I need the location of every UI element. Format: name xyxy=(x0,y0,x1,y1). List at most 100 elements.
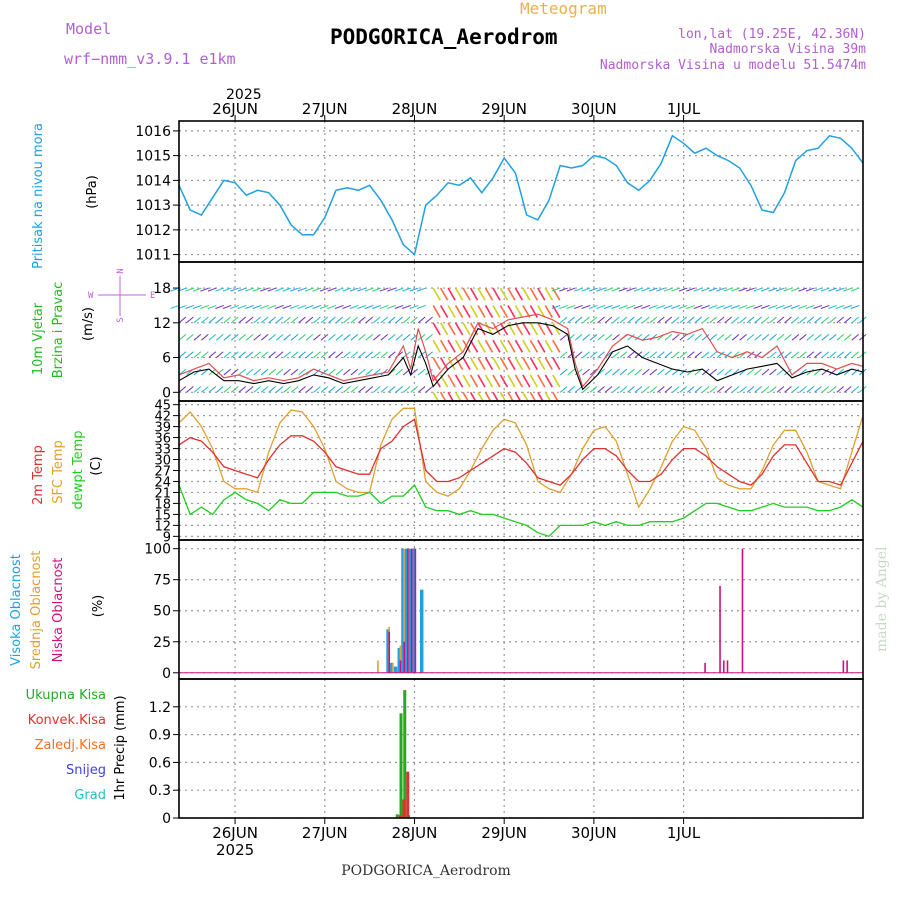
wind-barb xyxy=(612,316,620,324)
wind-barb xyxy=(313,334,321,341)
wind-barb xyxy=(253,334,261,341)
wind-barb xyxy=(723,287,733,292)
wind-barb xyxy=(806,386,815,393)
wind-barb xyxy=(776,334,785,341)
wind-barb xyxy=(529,357,539,371)
wind-barb xyxy=(304,287,314,292)
wind-barb xyxy=(627,334,635,341)
wind-barb xyxy=(724,316,732,324)
wind-barb xyxy=(499,374,509,388)
wind-barb xyxy=(814,368,822,376)
precip-plot-area xyxy=(179,679,863,818)
wind-barb xyxy=(462,357,471,371)
wind-barb xyxy=(775,304,785,309)
day-label-bottom: 28JUN xyxy=(392,824,438,842)
compass-south: S xyxy=(116,317,126,322)
2m-temp-line xyxy=(178,418,864,486)
legend-frozen-rain: Zaledj.Kisa xyxy=(35,738,106,753)
cloud-high-ylabel: Visoka Oblacnost xyxy=(9,554,24,666)
wind-barb xyxy=(477,374,486,388)
wind-barb xyxy=(799,316,807,324)
y-tick-label: 30 xyxy=(154,454,171,469)
wind-barb xyxy=(245,316,254,324)
wind-barb xyxy=(387,304,396,309)
wind-barb xyxy=(186,334,194,341)
wind-barb xyxy=(544,374,553,388)
wind-barb xyxy=(634,386,643,393)
wind-barb xyxy=(544,305,553,318)
wind-barb xyxy=(559,334,568,341)
wind-barb xyxy=(320,334,329,341)
wind-barb xyxy=(664,368,673,376)
cloud-bar-srednja-oblacnost xyxy=(377,660,379,673)
model-name: wrf−nmm_v3.9.1 e1km xyxy=(64,50,236,68)
wind-barb xyxy=(193,386,202,393)
wind-barb xyxy=(201,334,209,341)
wind-barb xyxy=(223,334,232,341)
wind-barb xyxy=(522,339,531,353)
wind-barb xyxy=(372,287,382,292)
model-label: Model xyxy=(66,20,111,38)
wind-barb xyxy=(328,334,336,341)
wind-barb xyxy=(289,287,299,292)
wind-barb xyxy=(829,386,837,393)
wind-barb xyxy=(335,368,344,376)
wind-barb xyxy=(207,304,217,309)
wind-barb xyxy=(290,368,299,376)
wind-barb xyxy=(806,316,815,324)
model-elevation-label: Nadmorska Visina u modelu 51.5474m xyxy=(600,58,866,73)
wind-barb xyxy=(784,386,792,393)
wind-barb xyxy=(739,334,747,341)
wind-barb xyxy=(402,386,411,393)
wind-barb xyxy=(745,287,755,292)
wind-barb xyxy=(686,304,695,309)
wind-barb xyxy=(260,386,269,393)
cloud-bar-niska-oblacnost xyxy=(407,548,409,673)
wind-barb xyxy=(828,304,838,309)
wind-barb xyxy=(222,287,232,292)
wind-barb xyxy=(529,322,539,336)
wind-barb xyxy=(693,287,703,292)
wind-barb xyxy=(522,374,531,388)
wind-barb xyxy=(663,304,673,309)
wind-barb xyxy=(223,316,232,324)
wind-barb xyxy=(364,287,374,292)
wind-barb xyxy=(275,368,284,376)
wind-barb xyxy=(454,287,464,301)
wind-barb xyxy=(507,305,516,318)
wind-barb xyxy=(447,339,456,353)
wind-barb xyxy=(447,322,456,336)
wind-barb xyxy=(328,386,336,393)
wind-barb xyxy=(454,322,464,336)
wind-barb xyxy=(394,304,404,309)
wind-barb xyxy=(522,322,531,336)
wind-barb xyxy=(358,334,366,341)
wind-barb xyxy=(201,316,209,324)
wind-barb xyxy=(754,351,762,358)
wind-barb xyxy=(178,334,187,341)
wind-barb xyxy=(618,304,628,309)
wind-barb xyxy=(760,287,770,292)
wind-barb xyxy=(447,305,456,318)
wind-barb xyxy=(843,316,852,324)
wind-barb xyxy=(634,368,643,376)
wind-barb xyxy=(514,357,524,371)
wind-barb xyxy=(170,287,180,292)
y-tick-label: 0.6 xyxy=(149,755,171,771)
wind-barb xyxy=(208,386,217,393)
wind-barb xyxy=(380,316,389,324)
wind-barb xyxy=(447,357,456,371)
precip-panel: 0 0.3 0.6 0.9 1.2 xyxy=(149,679,863,827)
wind-barb xyxy=(657,316,665,324)
wind-barb xyxy=(334,304,344,309)
wind-barb xyxy=(365,368,374,376)
wind-barb xyxy=(783,287,793,292)
wind-barb xyxy=(380,351,389,358)
wind-barb xyxy=(178,316,187,324)
wind-barb xyxy=(626,287,636,292)
y-tick-label: 0 xyxy=(162,385,171,401)
wind-barb xyxy=(327,287,337,292)
wind-barb xyxy=(649,386,658,393)
wind-barb xyxy=(320,351,329,358)
